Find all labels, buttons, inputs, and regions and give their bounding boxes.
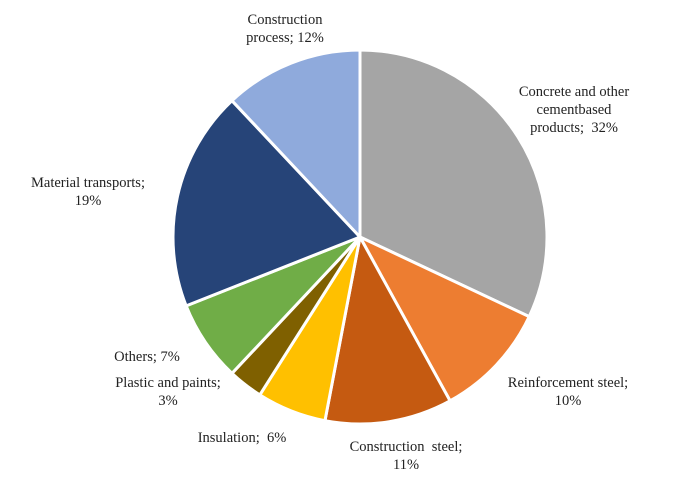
pie-slice-construction-steel xyxy=(323,235,452,426)
data-label-reinforcement-steel: Reinforcement steel; 10% xyxy=(507,375,629,409)
pie-slice-material-transports xyxy=(171,99,362,308)
pie-slice-reinforcement-steel xyxy=(358,235,531,403)
data-label-material-transports: Material transports; 19% xyxy=(31,175,145,209)
pie-slice-concrete-and-other-cementbased-products xyxy=(358,48,549,319)
data-label-construction-process: Construction process; 12% xyxy=(246,12,324,46)
data-label-concrete-and-other-cementbased-products: Concrete and other cementbased products;… xyxy=(518,84,630,136)
pie-slice-construction-process xyxy=(230,48,362,239)
data-label-others: Others; 7% xyxy=(114,349,180,365)
data-label-construction-steel: Construction steel; 11% xyxy=(349,439,463,473)
data-label-plastic-and-paints: Plastic and paints; 3% xyxy=(115,375,221,409)
data-label-insulation: Insulation; 6% xyxy=(197,430,287,446)
